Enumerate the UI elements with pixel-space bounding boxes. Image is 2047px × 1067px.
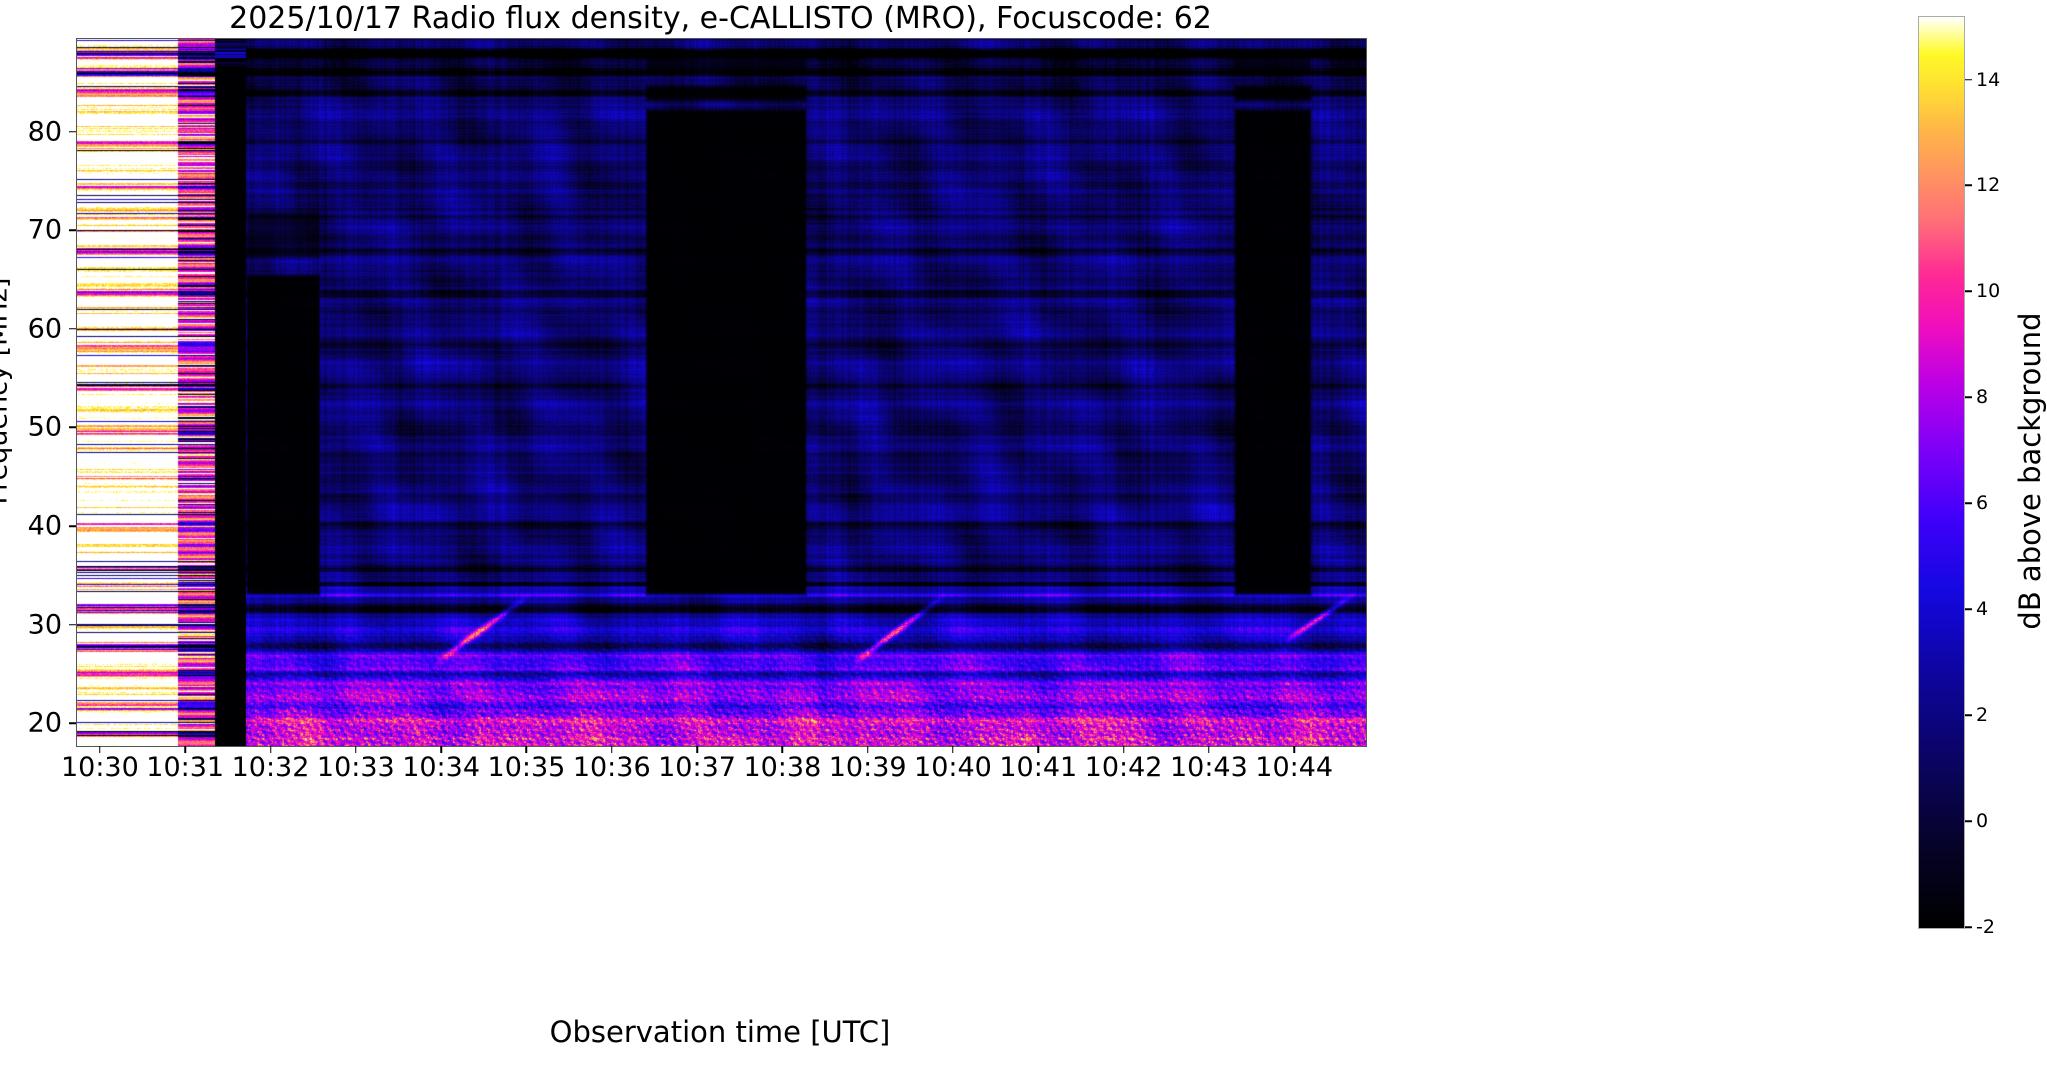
colorbar-tick-mark xyxy=(1965,78,1972,81)
x-axis-label: Observation time [UTC] xyxy=(549,1015,891,1049)
x-tick-mark xyxy=(99,746,101,753)
colorbar-label: dB above background xyxy=(2013,312,2047,630)
y-tick-mark xyxy=(69,130,76,133)
y-tick-mark xyxy=(69,722,76,725)
x-tick-label: 10:38 xyxy=(743,752,822,783)
x-tick-mark xyxy=(696,746,698,753)
x-tick-mark xyxy=(952,746,954,753)
y-axis-label: Frequency [MHz] xyxy=(0,277,14,505)
y-tick-mark xyxy=(69,229,76,232)
x-tick-mark xyxy=(1208,746,1210,753)
colorbar-tick-mark xyxy=(1965,502,1972,505)
x-tick-mark xyxy=(781,746,784,753)
colorbar-tick-label: 0 xyxy=(1976,810,1989,833)
colorbar-tick-label: 4 xyxy=(1976,598,1989,621)
y-tick-label: 80 xyxy=(27,116,62,148)
x-tick-mark xyxy=(866,746,869,753)
x-tick-label: 10:37 xyxy=(658,752,736,783)
spectrogram-axes xyxy=(76,38,1367,747)
x-tick-label: 10:33 xyxy=(316,752,395,783)
colorbar-tick-label: 6 xyxy=(1976,492,1989,515)
colorbar xyxy=(1918,16,1965,929)
x-tick-label: 10:44 xyxy=(1255,752,1334,783)
colorbar-tick-label: 8 xyxy=(1976,386,1989,409)
x-tick-label: 10:35 xyxy=(487,752,566,783)
x-tick-mark xyxy=(610,746,613,753)
x-tick-mark xyxy=(525,746,528,753)
y-tick-mark xyxy=(69,525,76,527)
colorbar-tick-mark xyxy=(1965,290,1972,293)
y-tick-label: 40 xyxy=(27,510,62,542)
colorbar-tick-label: -2 xyxy=(1976,916,1995,938)
colorbar-tick-mark xyxy=(1965,608,1972,610)
colorbar-tick-label: 10 xyxy=(1976,280,2001,303)
y-tick-mark xyxy=(69,328,76,330)
y-tick-label: 30 xyxy=(27,609,62,641)
x-tick-label: 10:34 xyxy=(402,752,481,783)
x-tick-label: 10:32 xyxy=(231,752,310,783)
x-tick-label: 10:36 xyxy=(572,752,651,783)
x-tick-mark xyxy=(1122,746,1125,753)
x-tick-mark xyxy=(1293,746,1295,753)
y-tick-mark xyxy=(69,623,76,626)
spectrogram-image xyxy=(77,39,1366,746)
y-tick-label: 50 xyxy=(27,411,62,443)
figure-title: 2025/10/17 Radio flux density, e-CALLIST… xyxy=(229,1,1212,36)
x-tick-label: 10:42 xyxy=(1084,752,1163,783)
colorbar-tick-mark xyxy=(1965,820,1972,822)
y-tick-label: 70 xyxy=(27,214,62,246)
y-tick-label: 20 xyxy=(27,707,62,739)
colorbar-tick-label: 2 xyxy=(1976,704,1989,727)
x-tick-mark xyxy=(184,746,186,753)
x-tick-mark xyxy=(269,746,272,753)
x-tick-label: 10:31 xyxy=(146,752,225,783)
colorbar-tick-label: 14 xyxy=(1976,68,2001,91)
y-tick-label: 60 xyxy=(27,313,62,345)
x-tick-label: 10:43 xyxy=(1169,752,1248,783)
x-tick-label: 10:39 xyxy=(828,752,907,783)
x-tick-mark xyxy=(355,746,357,753)
colorbar-tick-label: 12 xyxy=(1976,174,2001,197)
x-tick-label: 10:30 xyxy=(60,752,139,783)
colorbar-tick-mark xyxy=(1965,396,1972,399)
colorbar-tick-mark xyxy=(1965,926,1972,928)
y-tick-mark xyxy=(69,426,76,429)
colorbar-tick-mark xyxy=(1965,184,1972,187)
colorbar-tick-mark xyxy=(1965,714,1972,716)
x-tick-mark xyxy=(440,746,442,753)
x-tick-mark xyxy=(1037,746,1040,753)
x-tick-label: 10:40 xyxy=(914,752,992,783)
x-tick-label: 10:41 xyxy=(999,752,1078,783)
